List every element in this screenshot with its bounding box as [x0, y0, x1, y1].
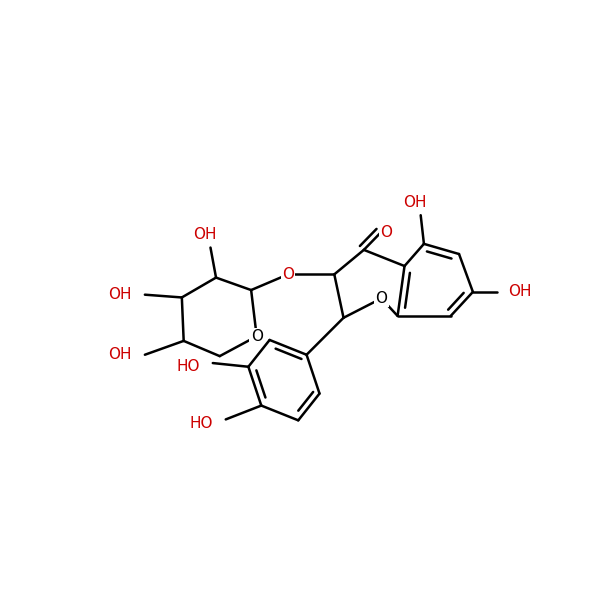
Text: O: O: [376, 291, 388, 306]
Text: OH: OH: [109, 347, 132, 362]
Text: O: O: [282, 267, 294, 282]
Text: O: O: [251, 329, 263, 344]
Text: O: O: [380, 225, 392, 240]
Text: HO: HO: [190, 416, 213, 431]
Text: OH: OH: [508, 284, 532, 299]
Text: OH: OH: [403, 195, 427, 210]
Text: OH: OH: [109, 287, 132, 302]
Text: OH: OH: [193, 227, 217, 242]
Text: HO: HO: [177, 359, 200, 374]
